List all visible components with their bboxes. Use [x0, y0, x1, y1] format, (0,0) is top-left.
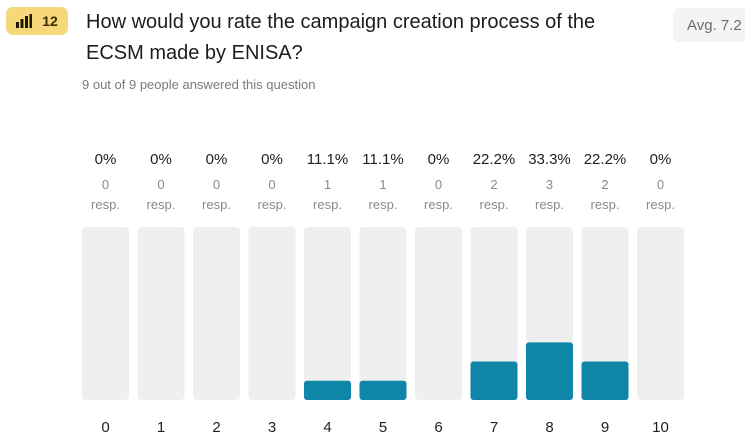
- tick-label: 3: [268, 419, 276, 434]
- resp-label: resp.: [424, 197, 453, 212]
- tick-label: 0: [101, 419, 109, 434]
- tick-label: 6: [434, 419, 442, 434]
- tick-label: 8: [545, 419, 553, 434]
- percent-label: 11.1%: [307, 151, 348, 168]
- percent-label: 11.1%: [362, 151, 403, 168]
- bar-track: [581, 227, 629, 400]
- question-number: 12: [42, 13, 58, 29]
- average-score-chip: Avg. 7.2: [673, 8, 745, 42]
- bar-9: [581, 361, 629, 400]
- bar-7: [470, 361, 518, 400]
- bar-chart-icon: [16, 14, 33, 28]
- question-number-badge: 12: [6, 7, 68, 35]
- resp-label: resp.: [646, 197, 675, 212]
- count-label: 0: [657, 177, 664, 192]
- count-label: 3: [546, 177, 553, 192]
- bar-8: [526, 342, 573, 400]
- count-label: 0: [268, 177, 275, 192]
- count-label: 0: [213, 177, 220, 192]
- answered-count: 9 out of 9 people answered this question: [82, 77, 316, 92]
- tick-label: 4: [323, 419, 331, 434]
- tick-label: 10: [652, 419, 669, 434]
- percent-label: 0%: [150, 151, 172, 168]
- count-label: 1: [379, 177, 386, 192]
- percent-label: 0%: [650, 151, 672, 168]
- tick-label: 2: [212, 419, 220, 434]
- bar-track: [359, 227, 407, 400]
- resp-label: resp.: [591, 197, 620, 212]
- tick-label: 1: [157, 419, 165, 434]
- tick-label: 7: [490, 419, 498, 434]
- bar-track: [137, 227, 185, 400]
- resp-label: resp.: [258, 197, 287, 212]
- percent-label: 22.2%: [473, 151, 516, 168]
- bar-4: [304, 380, 351, 400]
- bar-track: [415, 227, 462, 400]
- resp-label: resp.: [313, 197, 342, 212]
- count-label: 0: [435, 177, 442, 192]
- bar-track: [248, 227, 296, 400]
- percent-label: 0%: [95, 151, 117, 168]
- bar-track: [193, 227, 240, 400]
- percent-label: 0%: [428, 151, 450, 168]
- count-label: 2: [601, 177, 608, 192]
- percent-label: 0%: [261, 151, 283, 168]
- percent-label: 22.2%: [584, 151, 627, 168]
- resp-label: resp.: [202, 197, 231, 212]
- resp-label: resp.: [535, 197, 564, 212]
- percent-label: 33.3%: [528, 151, 571, 168]
- resp-label: resp.: [369, 197, 398, 212]
- question-title: How would you rate the campaign creation…: [86, 11, 596, 64]
- tick-label: 9: [601, 419, 609, 434]
- tick-label: 5: [379, 419, 387, 434]
- bar-track: [82, 227, 129, 400]
- bar-track: [304, 227, 351, 400]
- resp-label: resp.: [147, 197, 176, 212]
- count-label: 2: [490, 177, 497, 192]
- resp-label: resp.: [480, 197, 509, 212]
- resp-label: resp.: [91, 197, 120, 212]
- percent-label: 0%: [206, 151, 228, 168]
- count-label: 1: [324, 177, 331, 192]
- bar-5: [359, 380, 407, 400]
- count-label: 0: [157, 177, 164, 192]
- bar-track: [470, 227, 518, 400]
- count-label: 0: [102, 177, 109, 192]
- bar-track: [637, 227, 684, 400]
